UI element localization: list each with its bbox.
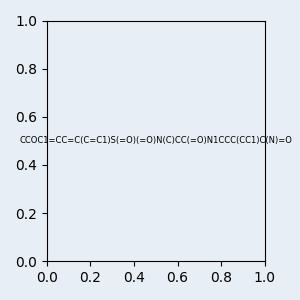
Text: CCOC1=CC=C(C=C1)S(=O)(=O)N(C)CC(=O)N1CCC(CC1)C(N)=O: CCOC1=CC=C(C=C1)S(=O)(=O)N(C)CC(=O)N1CCC… [19, 136, 292, 146]
